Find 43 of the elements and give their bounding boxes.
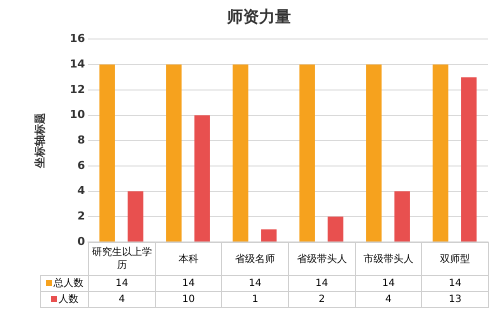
- y-tick-label: 4: [77, 184, 86, 198]
- x-tick-label: 省级名师: [222, 242, 288, 276]
- data-label: 14: [155, 276, 222, 292]
- y-axis-title: 坐标轴标题: [33, 113, 46, 170]
- data-label: 14: [288, 276, 356, 292]
- bar: [99, 64, 115, 242]
- x-tick-label: 双师型: [422, 242, 488, 276]
- bar: [232, 64, 248, 242]
- bar: [328, 216, 344, 242]
- data-label: 14: [88, 276, 156, 292]
- data-label: 14: [422, 276, 488, 292]
- y-tick-label: 16: [70, 32, 86, 46]
- data-label: 14: [222, 276, 288, 292]
- bar: [261, 229, 277, 242]
- x-tick-label: 省级带头人: [288, 242, 356, 276]
- y-tick-label: 2: [77, 210, 85, 223]
- bar: [394, 191, 410, 242]
- data-label: 2: [288, 292, 356, 308]
- legend-label: 总人数: [40, 276, 88, 292]
- bar: [366, 64, 382, 242]
- y-tick-label: 0: [77, 234, 86, 248]
- bar: [166, 64, 182, 242]
- data-label: 4: [355, 292, 422, 308]
- y-tick-label: 6: [77, 158, 86, 172]
- y-tick-label: 12: [70, 82, 85, 96]
- x-tick-label: 研究生以上学历: [88, 242, 156, 276]
- x-tick-label: 市级带头人: [355, 242, 422, 276]
- data-label: 13: [422, 292, 488, 308]
- bar: [432, 64, 448, 242]
- data-label: 10: [155, 292, 222, 308]
- bar: [128, 191, 144, 242]
- legend-label: 人数: [40, 292, 88, 308]
- y-tick-label: 10: [70, 108, 86, 122]
- data-label: 4: [88, 292, 156, 308]
- bar: [194, 115, 210, 242]
- bar: [299, 64, 315, 242]
- chart-title: 师资力量: [226, 6, 291, 26]
- y-tick-label: 8: [77, 133, 85, 146]
- data-label: 1: [222, 292, 288, 308]
- data-label: 14: [355, 276, 422, 292]
- x-tick-label: 本科: [155, 242, 222, 276]
- bar: [461, 77, 477, 242]
- y-tick-label: 14: [70, 57, 86, 70]
